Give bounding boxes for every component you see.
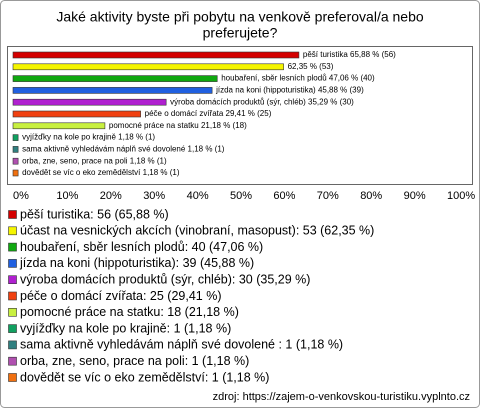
legend-swatch [8, 291, 17, 301]
bar-label: dovědět se víc o eko zemědělství 1,18 % … [22, 168, 180, 177]
legend-label: sama aktivně vyhledávám náplň své dovole… [20, 338, 343, 352]
chart-title: preferujete? [203, 25, 278, 41]
bar [12, 75, 218, 82]
legend-label: dovědět se víc o eko zemědělství: 1 (1,1… [20, 370, 269, 384]
legend-swatch [8, 356, 17, 366]
legend-label: účast na vesnických akcích (vinobraní, m… [20, 224, 374, 238]
source: zdroj: https://zajem-o-venkovskou-turist… [213, 391, 470, 403]
legend-label: houbaření, sběr lesních plodů: 40 (47,06… [20, 240, 263, 254]
x-tick-label: 60% [273, 190, 295, 202]
bar [12, 146, 19, 153]
legend-swatch [8, 210, 17, 219]
legend-label: orba, zne, seno, prace na poli: 1 (1,18 … [20, 354, 249, 368]
bar-label: pěší turistika 65,88 % (56) [303, 50, 396, 59]
bar-label: jízda na koni (hippoturistika) 45,88 % (… [215, 86, 364, 95]
x-tick-label: 50% [230, 190, 252, 202]
bar-label: houbaření, sběr lesních plodů 47,06 % (4… [221, 74, 375, 83]
legend-swatch [8, 259, 17, 268]
bar-label: sama aktivně vyhledávám náplň své dovole… [22, 145, 225, 154]
legend-swatch [8, 340, 17, 350]
x-tick-label: 0% [13, 190, 29, 202]
legend-label: výroba domácích produktů (sýr, chléb): 3… [20, 272, 310, 286]
x-tick-label: 30% [143, 190, 165, 202]
bar [12, 51, 300, 59]
x-tick-label: 20% [100, 190, 122, 202]
bar [12, 98, 167, 106]
legend-swatch [8, 242, 17, 252]
bar [12, 110, 141, 118]
bar [12, 122, 106, 130]
bar [12, 134, 19, 141]
x-tick-label: 70% [317, 190, 339, 202]
bar-label: péče o domácí zvířata 29,41 % (25) [145, 109, 272, 118]
bar-label: orba, zne, seno, prace na poli 1,18 % (1… [22, 156, 167, 165]
legend-swatch [8, 324, 17, 333]
bar-label: vyjížďky na kole po krajině 1,18 % (1) [22, 133, 155, 142]
bar-label: 62,35 % (53) [288, 62, 334, 71]
legend-label: vyjížďky na kole po krajině: 1 (1,18 %) [20, 321, 231, 335]
chart-title: Jaké aktivity byste při pobytu na venkov… [56, 9, 424, 25]
bar-label: výroba domácích produktů (sýr, chléb) 35… [170, 97, 354, 106]
legend-swatch [8, 226, 17, 236]
bar [12, 87, 213, 94]
bar [12, 63, 284, 71]
legend-label: jízda na koni (hippoturistika): 39 (45,8… [19, 256, 254, 270]
x-tick-label: 90% [404, 190, 426, 202]
legend-swatch [8, 373, 17, 382]
bar [12, 157, 19, 165]
x-tick-label: 80% [360, 190, 382, 202]
x-tick-label: 10% [56, 190, 78, 202]
x-tick-label: 100% [447, 190, 475, 202]
legend-swatch [8, 275, 17, 285]
legend-label: pěší turistika: 56 (65,88 %) [20, 207, 169, 221]
legend-swatch [8, 307, 17, 317]
bar-label: pomocné práce na statku 21,18 % (18) [109, 121, 247, 130]
x-tick-label: 40% [187, 190, 209, 202]
legend-label: pomocné práce na statku: 18 (21,18 %) [20, 305, 239, 319]
bar [12, 169, 19, 177]
legend-label: péče o domácí zvířata: 25 (29,41 %) [20, 289, 222, 303]
